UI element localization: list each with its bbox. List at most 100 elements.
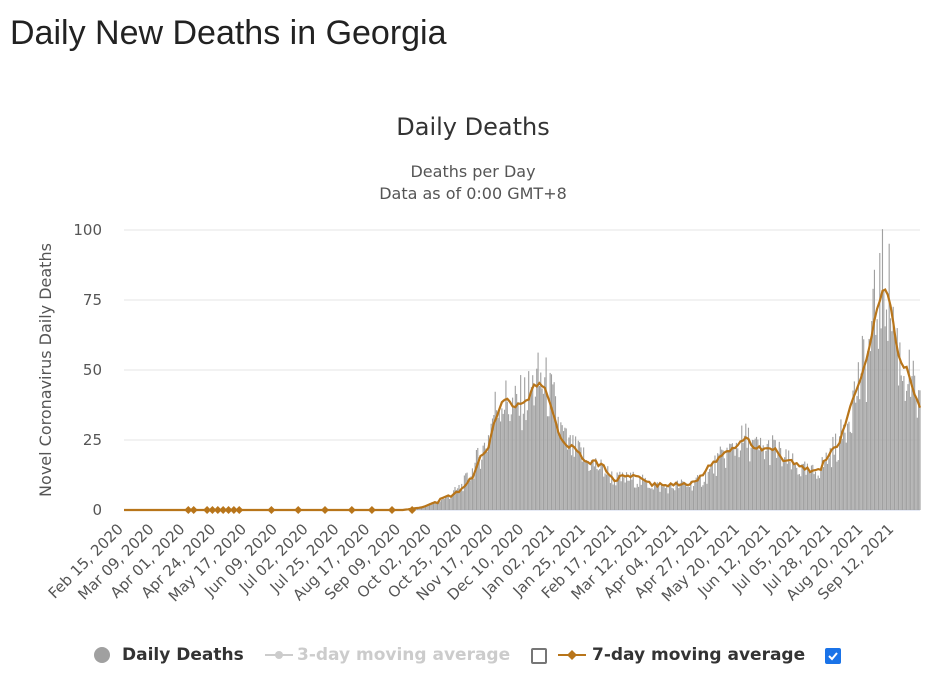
- daily-deaths-bar: [813, 474, 815, 510]
- y-tick-label: 100: [73, 221, 102, 239]
- seven-day-average-checkbox[interactable]: [825, 648, 841, 664]
- seven-day-average-path: [124, 288, 922, 512]
- daily-deaths-bar: [489, 440, 491, 510]
- daily-deaths-bar: [801, 463, 803, 510]
- daily-deaths-bar: [634, 487, 636, 510]
- daily-deaths-bar: [565, 428, 567, 510]
- daily-deaths-bar: [717, 453, 719, 510]
- daily-deaths-bar: [682, 481, 684, 510]
- daily-deaths-bar: [508, 414, 510, 510]
- daily-deaths-bar: [794, 464, 796, 510]
- daily-deaths-bar: [848, 421, 850, 510]
- legend-3-day-average[interactable]: 3-day moving average: [265, 640, 510, 670]
- daily-deaths-bar: [443, 498, 445, 510]
- daily-deaths-bar: [639, 476, 641, 510]
- daily-deaths-bar: [438, 499, 440, 510]
- daily-deaths-bar: [749, 461, 751, 510]
- daily-deaths-bar: [546, 416, 549, 510]
- daily-deaths-bar: [711, 463, 713, 510]
- daily-deaths-bar: [826, 463, 829, 510]
- daily-deaths-bar: [534, 396, 536, 510]
- daily-deaths-bar: [895, 342, 897, 510]
- daily-deaths-bar: [738, 457, 740, 510]
- daily-deaths-bar: [643, 480, 645, 510]
- daily-deaths-bar: [442, 498, 444, 510]
- daily-deaths-bar: [916, 417, 918, 510]
- daily-deaths-bar: [495, 410, 498, 510]
- daily-deaths-bar: [714, 455, 716, 510]
- daily-deaths-bar: [459, 489, 461, 510]
- daily-deaths-bar: [486, 451, 488, 510]
- daily-deaths-bar: [702, 485, 704, 510]
- daily-deaths-bar: [808, 469, 810, 510]
- daily-deaths-bar: [670, 483, 672, 510]
- daily-deaths-bar: [875, 334, 877, 510]
- daily-deaths-bar: [877, 348, 880, 510]
- daily-deaths-bar: [455, 489, 457, 510]
- daily-deaths-bar: [625, 472, 628, 510]
- daily-deaths-bar: [431, 501, 433, 510]
- daily-deaths-bar: [447, 496, 449, 510]
- daily-deaths-bar: [734, 455, 736, 510]
- daily-deaths-bars: [407, 229, 921, 510]
- daily-deaths-bar: [479, 468, 482, 510]
- daily-deaths-bar: [884, 326, 886, 510]
- daily-deaths-bar: [667, 493, 669, 510]
- daily-deaths-bar: [520, 375, 522, 510]
- daily-deaths-bar: [885, 309, 888, 510]
- daily-deaths-bar: [747, 427, 750, 510]
- daily-deaths-bar: [705, 471, 707, 510]
- daily-deaths-bar: [542, 393, 545, 510]
- y-tick-labels: 0 25 50 75 100: [73, 221, 102, 519]
- daily-deaths-bar: [845, 442, 847, 510]
- chart-legend: Daily Deaths 3-day moving average 7-day …: [0, 640, 947, 670]
- daily-deaths-bar: [662, 486, 664, 510]
- daily-deaths-bar: [569, 435, 571, 510]
- daily-deaths-bar: [581, 461, 583, 510]
- daily-deaths-bar: [806, 463, 808, 510]
- seven-day-average-marker: [267, 506, 276, 514]
- legend-daily-deaths[interactable]: Daily Deaths: [92, 640, 244, 670]
- seven-day-average-marker: [224, 506, 233, 514]
- seven-day-average-marker: [229, 506, 238, 514]
- daily-deaths-bar: [580, 447, 582, 510]
- y-tick-label: 50: [83, 361, 102, 379]
- daily-deaths-bar: [607, 466, 609, 510]
- daily-deaths-bar: [491, 418, 494, 510]
- daily-deaths-bar: [631, 479, 633, 510]
- daily-deaths-bar: [434, 501, 436, 510]
- daily-deaths-bar: [635, 487, 637, 510]
- daily-deaths-bar: [540, 372, 542, 510]
- daily-deaths-bar: [450, 496, 452, 510]
- daily-deaths-bar: [822, 467, 825, 510]
- daily-deaths-bar: [788, 450, 790, 510]
- daily-deaths-bar: [746, 447, 748, 510]
- daily-deaths-bar: [609, 483, 612, 510]
- daily-deaths-bar: [549, 372, 551, 510]
- seven-day-average-marker: [219, 506, 228, 514]
- daily-deaths-bar: [505, 380, 507, 510]
- daily-deaths-bar: [579, 442, 581, 510]
- daily-deaths-bar: [624, 482, 626, 510]
- daily-deaths-bar: [703, 481, 705, 510]
- daily-deaths-bar: [550, 374, 553, 510]
- daily-deaths-bar: [560, 422, 562, 510]
- seven-day-average-marker: [408, 506, 417, 514]
- daily-deaths-bar: [611, 471, 613, 510]
- daily-deaths-bar: [773, 439, 775, 510]
- daily-deaths-bar: [919, 390, 921, 510]
- daily-deaths-bar: [751, 439, 754, 510]
- daily-deaths-bar: [855, 402, 857, 510]
- daily-deaths-bar: [554, 396, 557, 510]
- daily-deaths-bar: [851, 433, 853, 510]
- three-day-average-checkbox[interactable]: [531, 648, 547, 664]
- daily-deaths-bar: [868, 338, 870, 510]
- daily-deaths-bar: [629, 472, 632, 510]
- daily-deaths-bar: [668, 484, 670, 510]
- legend-7-day-average[interactable]: 7-day moving average: [558, 640, 805, 670]
- daily-deaths-bar: [881, 229, 884, 510]
- daily-deaths-bar: [739, 450, 741, 510]
- daily-deaths-bar: [422, 506, 424, 510]
- daily-deaths-bar: [557, 416, 559, 510]
- seven-day-average-marker: [208, 506, 217, 514]
